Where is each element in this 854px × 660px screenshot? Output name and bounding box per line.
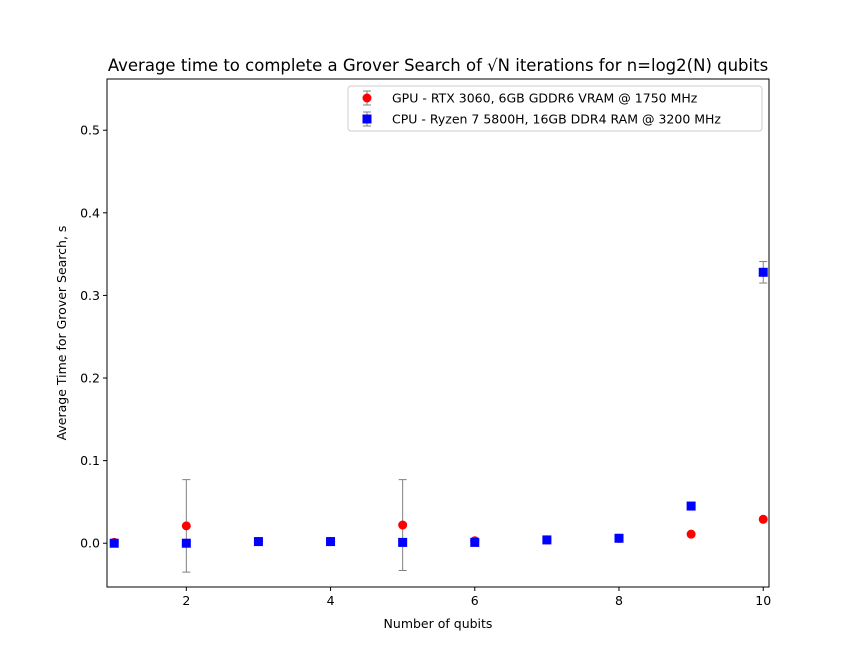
y-tick-label: 0.1 bbox=[80, 453, 100, 468]
cpu-data-point bbox=[253, 537, 263, 547]
cpu-data-point bbox=[109, 538, 119, 548]
cpu-data-point bbox=[470, 537, 480, 547]
legend-label: GPU - RTX 3060, 6GB GDDR6 VRAM @ 1750 MH… bbox=[392, 91, 698, 106]
x-axis-label: Number of qubits bbox=[384, 616, 493, 631]
cpu-data-point bbox=[181, 538, 191, 548]
y-tick-label: 0.4 bbox=[80, 205, 100, 220]
legend-gpu-marker bbox=[362, 93, 372, 103]
axes-background bbox=[107, 79, 769, 587]
x-tick-label: 6 bbox=[471, 593, 479, 608]
x-tick-label: 10 bbox=[755, 593, 771, 608]
y-tick-label: 0.0 bbox=[80, 536, 100, 551]
gpu-data-point bbox=[686, 529, 696, 539]
cpu-data-point bbox=[326, 537, 336, 547]
y-tick-label: 0.2 bbox=[80, 371, 100, 386]
gpu-data-point bbox=[758, 514, 768, 524]
x-tick-label: 8 bbox=[615, 593, 623, 608]
cpu-data-point bbox=[614, 533, 624, 543]
legend-cpu-marker bbox=[362, 114, 372, 124]
y-axis: 0.0 0.1 0.2 0.3 0.4 0.5 bbox=[80, 123, 107, 551]
gpu-data-point bbox=[398, 520, 408, 530]
legend-label: CPU - Ryzen 7 5800H, 16GB DDR4 RAM @ 320… bbox=[392, 112, 721, 127]
x-tick-label: 2 bbox=[182, 593, 190, 608]
legend-box bbox=[347, 85, 763, 132]
cpu-data-point bbox=[542, 535, 552, 545]
cpu-data-point bbox=[686, 501, 696, 511]
legend: GPU - RTX 3060, 6GB GDDR6 VRAM @ 1750 MH… bbox=[347, 85, 763, 132]
plot-area bbox=[107, 79, 769, 587]
y-tick-label: 0.3 bbox=[80, 288, 100, 303]
chart-title: Average time to complete a Grover Search… bbox=[108, 56, 768, 75]
y-axis-label: Average Time for Grover Search, s bbox=[54, 226, 69, 441]
cpu-data-point bbox=[758, 267, 768, 277]
x-axis: 2 4 6 8 10 bbox=[182, 587, 771, 608]
axes-frame bbox=[106, 78, 770, 588]
data-markers bbox=[109, 267, 768, 548]
y-tick-label: 0.5 bbox=[80, 123, 100, 138]
cpu-data-point bbox=[398, 537, 408, 547]
x-tick-label: 4 bbox=[327, 593, 335, 608]
gpu-data-point bbox=[181, 521, 191, 531]
